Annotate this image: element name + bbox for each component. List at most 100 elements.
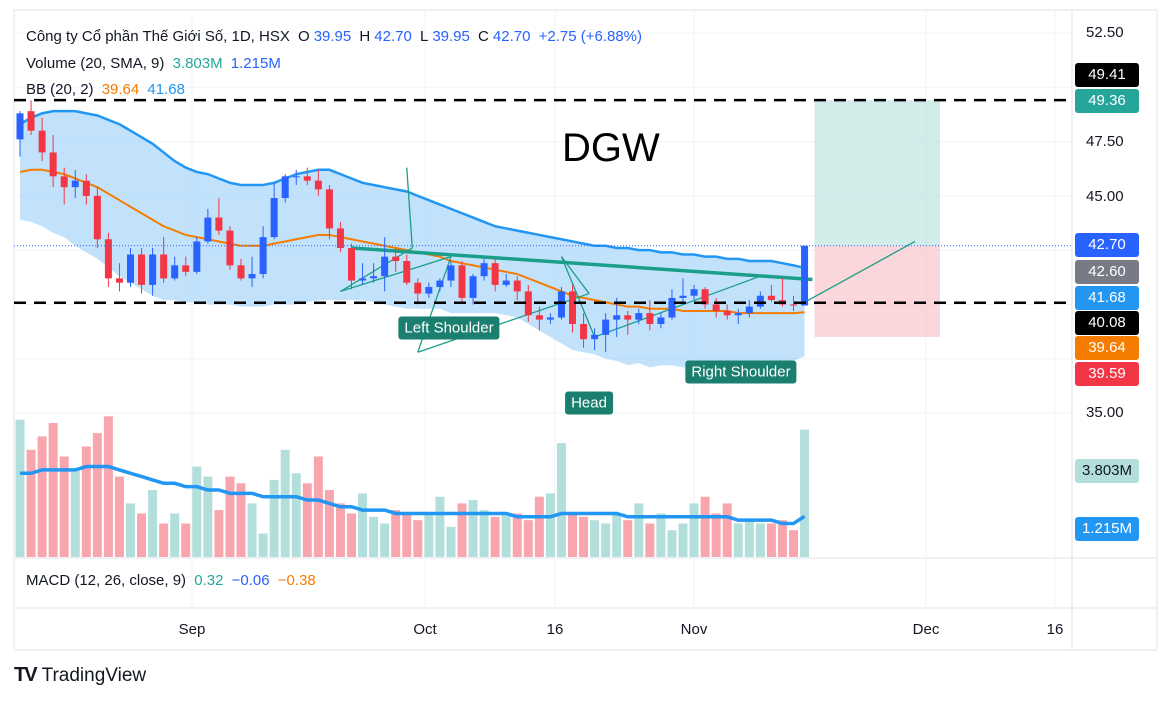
volume-bar: [568, 513, 577, 557]
candle-body: [226, 230, 234, 266]
tradingview-logo[interactable]: TV TradingView: [14, 664, 146, 687]
volume-bar: [722, 503, 732, 557]
volume-bar: [479, 510, 489, 557]
candle-body: [569, 291, 576, 324]
candle-body: [447, 265, 455, 281]
candle-body: [215, 217, 223, 231]
price-tick: 52.50: [1086, 24, 1124, 41]
volume-sma-line: [20, 464, 806, 526]
volume-bar: [15, 419, 25, 557]
macd-signal-value: −0.38: [277, 572, 316, 589]
volume-bar: [590, 520, 600, 557]
volume-bars: [15, 416, 810, 557]
change-value: +2.75 (+6.88%): [538, 28, 643, 45]
macd-label: MACD (12, 26, close, 9): [26, 572, 187, 589]
candle-body: [790, 304, 797, 306]
volume-bar: [81, 446, 91, 557]
volume-bar: [623, 520, 633, 557]
candle-body: [701, 289, 709, 305]
volume-bar: [700, 496, 710, 557]
candle-body: [160, 254, 168, 279]
volume-bar: [369, 516, 379, 557]
candle-body: [392, 256, 400, 261]
volume-bar: [148, 490, 158, 557]
price-badge: 49.41: [1075, 63, 1139, 87]
candle-body: [513, 280, 521, 292]
price-badge: 3.803M: [1075, 459, 1139, 483]
volume-bar: [424, 513, 434, 557]
volume-bar: [446, 526, 456, 557]
candle-body: [712, 304, 720, 311]
volume-bar: [523, 520, 533, 557]
bb-upper-value: 41.68: [147, 81, 185, 98]
volume-bar: [601, 523, 611, 557]
time-tick: Oct: [413, 621, 437, 638]
candle-body: [524, 291, 532, 316]
volume-bar: [159, 523, 169, 557]
volume-bar: [269, 479, 279, 557]
candle-body: [535, 315, 543, 320]
candle-body: [359, 278, 367, 281]
candle-body: [193, 241, 201, 272]
volume-bar: [258, 533, 268, 557]
horizontal-levels: [14, 98, 1072, 304]
price-badge: 40.08: [1075, 311, 1139, 335]
volume-bar: [313, 456, 323, 557]
candle-body: [16, 113, 24, 140]
ohlc-legend: Công ty Cổ phần Thế Giới Số, 1D, HSX O 39…: [26, 28, 646, 45]
candle-body: [370, 276, 378, 279]
candle-body: [93, 195, 101, 240]
price-tick: 45.00: [1086, 188, 1124, 205]
candle-body: [613, 315, 621, 320]
volume-bar: [181, 523, 191, 557]
bb-legend: BB (20, 2) 39.64 41.68: [26, 81, 189, 98]
price-tick: 47.50: [1086, 133, 1124, 150]
volume-bar: [247, 503, 257, 557]
close-label: C: [478, 28, 489, 45]
volume-bar: [26, 449, 36, 557]
pattern-line: [340, 256, 452, 293]
candle-body: [115, 278, 123, 283]
candle-body: [237, 265, 245, 279]
pattern-line: [560, 256, 596, 338]
candle-body: [745, 306, 753, 314]
volume-bar: [634, 503, 644, 557]
volume-bar: [612, 513, 622, 557]
candle-body: [602, 319, 610, 335]
volume-bar: [435, 496, 445, 557]
tradingview-brand: TradingView: [41, 664, 147, 686]
volume-bar: [579, 516, 589, 557]
candle-body: [292, 176, 300, 178]
candle-body: [425, 287, 433, 294]
price-badge: 41.68: [1075, 286, 1139, 310]
candle-body: [270, 198, 278, 238]
volume-bar: [766, 523, 776, 557]
candle-body: [580, 323, 588, 340]
volume-bar: [291, 473, 301, 557]
time-tick: Nov: [680, 621, 708, 638]
price-badge: 42.60: [1075, 260, 1139, 284]
volume-bar: [114, 476, 124, 557]
candle-body: [281, 176, 289, 199]
pattern-line: [594, 275, 761, 338]
volume-bar: [280, 449, 290, 557]
candle-body: [171, 265, 179, 279]
volume-bar: [126, 503, 135, 557]
candle-body: [182, 265, 190, 272]
candle-body: [336, 228, 344, 248]
low-value: 39.95: [432, 28, 470, 45]
candle-body: [314, 180, 322, 190]
volume-bar: [137, 513, 147, 557]
volume-bar: [534, 496, 544, 557]
open-label: O: [298, 28, 310, 45]
bb-basis-value: 39.64: [101, 81, 140, 98]
price-badge: 1.215M: [1075, 517, 1139, 541]
candle-body: [635, 313, 643, 320]
volume-bar: [402, 513, 412, 557]
candle-body: [27, 111, 35, 131]
price-badge: 49.36: [1075, 89, 1139, 113]
chart-title: DGW: [562, 126, 660, 170]
volume-bar: [302, 483, 312, 557]
candle-body: [690, 289, 698, 296]
